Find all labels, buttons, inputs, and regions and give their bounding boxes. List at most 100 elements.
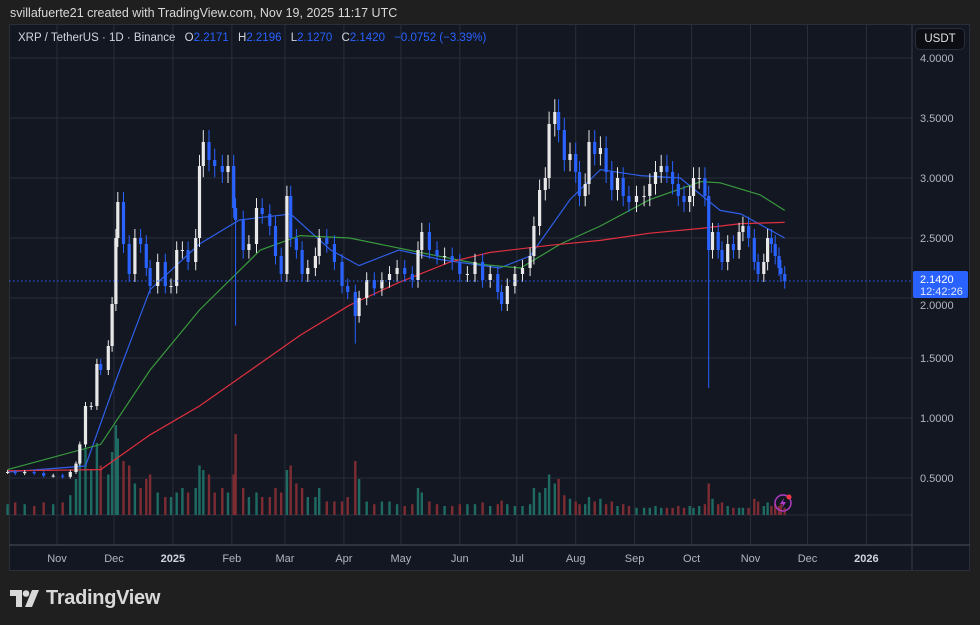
price-tick-label: 4.0000 bbox=[920, 53, 954, 65]
candle-body bbox=[42, 473, 46, 476]
volume-bar bbox=[207, 474, 211, 515]
candle-body bbox=[703, 178, 707, 196]
lightning-alert-icon[interactable] bbox=[774, 494, 792, 512]
candle-body bbox=[691, 178, 696, 196]
lightning-bolt-icon bbox=[780, 498, 786, 508]
price-tick-label: 1.5000 bbox=[920, 353, 954, 365]
candle-body bbox=[279, 256, 283, 274]
time-tick-label: 2026 bbox=[854, 553, 878, 565]
candle-body bbox=[387, 274, 392, 280]
candle-body bbox=[769, 238, 773, 244]
volume-bar bbox=[416, 488, 420, 515]
volume-bar bbox=[156, 492, 159, 515]
volume-bar bbox=[610, 501, 613, 515]
volume-bar bbox=[584, 504, 587, 515]
volume-bar bbox=[528, 504, 532, 515]
volume-bar bbox=[747, 507, 750, 515]
symbol-title[interactable]: XRP / TetherUS · 1D · Binance bbox=[18, 32, 176, 44]
volume-bar bbox=[779, 504, 783, 515]
candle-body bbox=[232, 166, 236, 208]
candle-body bbox=[346, 286, 350, 292]
low-value: 2.1270 bbox=[297, 32, 333, 44]
candle-body bbox=[144, 244, 148, 268]
candle-body bbox=[731, 244, 735, 250]
time-tick-label: Aug bbox=[566, 553, 586, 565]
time-tick-label: Jul bbox=[510, 553, 524, 565]
volume-bar bbox=[506, 504, 509, 515]
volume-bar bbox=[346, 497, 349, 515]
volume-bar bbox=[671, 507, 674, 515]
volume-bar bbox=[226, 492, 230, 515]
candle-body bbox=[83, 406, 88, 445]
price-tick-label: 2.5000 bbox=[920, 233, 954, 245]
candle-body bbox=[427, 232, 431, 250]
low-label: L bbox=[290, 32, 298, 44]
candle-body bbox=[294, 238, 298, 250]
volume-bar bbox=[78, 452, 81, 515]
volume-bar bbox=[357, 479, 361, 515]
volume-bar bbox=[194, 488, 197, 515]
candle-body bbox=[180, 250, 184, 251]
volume-bar bbox=[181, 488, 184, 515]
candle-body bbox=[289, 196, 293, 238]
volume-bar bbox=[770, 506, 773, 515]
candle-body bbox=[325, 238, 329, 244]
volume-bar bbox=[574, 501, 577, 515]
volume-bar bbox=[654, 506, 657, 515]
candle-body bbox=[32, 472, 36, 474]
time-tick-label: Nov bbox=[741, 553, 761, 565]
volume-bar bbox=[737, 507, 741, 515]
candle-body bbox=[89, 406, 93, 407]
notification-dot bbox=[786, 494, 792, 500]
candle-body bbox=[458, 262, 462, 274]
candle-body bbox=[51, 475, 55, 477]
candle-body bbox=[496, 274, 500, 292]
volume-bar bbox=[568, 498, 572, 515]
close-label: C bbox=[341, 32, 350, 44]
volume-bar bbox=[380, 501, 384, 515]
candle-body bbox=[634, 196, 639, 202]
candle-body bbox=[773, 244, 777, 256]
volume-bar bbox=[688, 506, 691, 515]
candle-body bbox=[114, 238, 118, 304]
volume-bar bbox=[711, 498, 714, 515]
time-tick-label: Dec bbox=[798, 553, 818, 565]
candle-body bbox=[779, 268, 783, 274]
candle-body bbox=[133, 238, 137, 274]
candle-body bbox=[766, 238, 770, 262]
candle-body bbox=[300, 250, 304, 274]
volume-bar bbox=[169, 497, 173, 515]
volume-bar bbox=[420, 492, 423, 515]
candle-body bbox=[306, 268, 310, 274]
volume-bar bbox=[198, 465, 201, 515]
candle-body bbox=[568, 154, 572, 160]
volume-bar bbox=[578, 504, 581, 515]
candle-body bbox=[268, 214, 272, 226]
currency-button[interactable]: USDT bbox=[915, 28, 965, 50]
candle-body bbox=[420, 232, 424, 250]
volume-bar bbox=[333, 501, 336, 515]
candle-body bbox=[435, 250, 439, 256]
candle-body bbox=[353, 292, 357, 316]
volume-bar bbox=[234, 434, 237, 515]
candle-body bbox=[604, 148, 608, 172]
volume-bar bbox=[428, 501, 431, 515]
price-tick-label: 2.0000 bbox=[920, 300, 954, 312]
candle-body bbox=[127, 244, 131, 274]
chart-credit: svillafuerte21 created with TradingView.… bbox=[10, 6, 398, 20]
candle-body bbox=[99, 364, 103, 370]
bar-countdown: 12:42:26 bbox=[920, 286, 963, 298]
volume-bar bbox=[285, 470, 289, 515]
volume-bar bbox=[186, 492, 190, 515]
volume-bar bbox=[145, 479, 148, 515]
candle-body bbox=[665, 166, 669, 172]
candle-body bbox=[783, 274, 787, 281]
candle-body bbox=[273, 226, 278, 256]
volume-bar bbox=[69, 495, 72, 515]
candle-body bbox=[752, 238, 756, 262]
volume-bar bbox=[766, 502, 769, 515]
tradingview-logo[interactable]: TradingView bbox=[10, 587, 160, 610]
volume-bar bbox=[300, 488, 304, 515]
volume-bar bbox=[280, 492, 283, 515]
